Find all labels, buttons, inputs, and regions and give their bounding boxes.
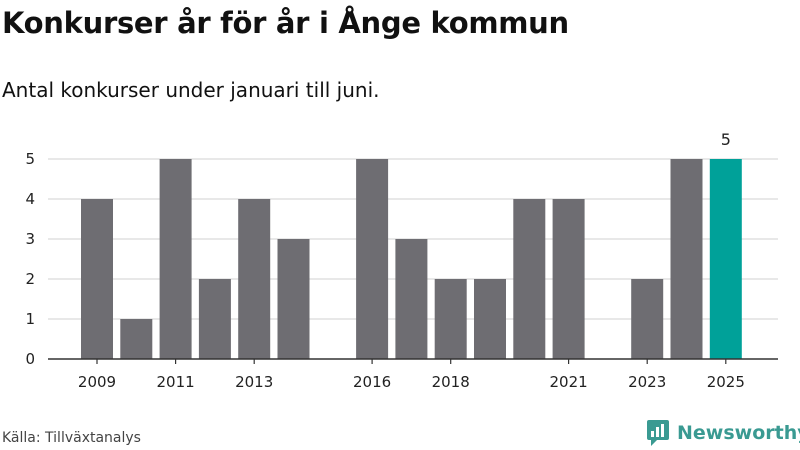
bar-2017 (395, 239, 428, 359)
brand-logo: Newsworthy (645, 419, 800, 447)
x-tick-label: 2018 (432, 373, 470, 391)
bar-2025 (709, 159, 742, 359)
bar-2016 (356, 159, 389, 359)
x-tick-label: 2013 (235, 373, 273, 391)
newsworthy-logo-icon (647, 420, 669, 446)
bar-2020 (513, 199, 546, 359)
bar-chart: 0 1 2 3 4 5 5 2009 2011 2013 2016 2018 2021 2023 202… (25, 130, 778, 391)
bar-2013 (238, 199, 271, 359)
x-tick-label: 2025 (707, 373, 745, 391)
bar-2018 (434, 279, 467, 359)
x-tick-label: 2011 (157, 373, 195, 391)
y-axis-ticks: 0 1 2 3 4 5 (25, 150, 35, 368)
bar-2014 (277, 239, 310, 359)
source-note: Källa: Tillväxtanalys (2, 430, 141, 446)
y-tick-label: 3 (25, 230, 35, 248)
x-tick-label: 2023 (628, 373, 666, 391)
bar-2024 (670, 159, 703, 359)
y-tick-label: 1 (25, 310, 35, 328)
y-tick-label: 4 (25, 190, 35, 208)
data-labels: 5 (721, 130, 731, 149)
bars (81, 159, 742, 359)
brand-name: Newsworthy (677, 422, 800, 444)
bar-2010 (120, 319, 153, 359)
chart-title: Konkurser år för år i Ånge kommun (2, 6, 569, 40)
y-tick-label: 2 (25, 270, 35, 288)
x-tick-label: 2009 (78, 373, 116, 391)
y-tick-label: 0 (25, 350, 35, 368)
bar-2023 (631, 279, 664, 359)
bar-2021 (552, 199, 585, 359)
y-tick-label: 5 (25, 150, 35, 168)
x-tick-label: 2021 (550, 373, 588, 391)
bar-2019 (474, 279, 506, 359)
x-axis-ticks: 2009 2011 2013 2016 2018 2021 2023 2025 (78, 359, 745, 391)
bar-2009 (81, 199, 113, 359)
data-label-2025: 5 (721, 130, 731, 149)
bar-2011 (159, 159, 192, 359)
chart-subtitle: Antal konkurser under januari till juni. (2, 78, 380, 102)
bar-2012 (198, 279, 231, 359)
x-tick-label: 2016 (353, 373, 391, 391)
